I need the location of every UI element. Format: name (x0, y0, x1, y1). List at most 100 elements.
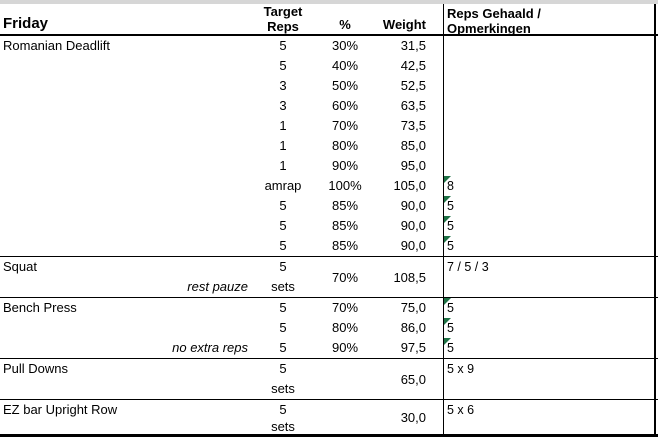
percent-header-cell[interactable]: % (316, 4, 374, 34)
target-reps-header-cell[interactable]: Target Reps (250, 4, 316, 34)
percent-cell[interactable]: 80% (331, 320, 359, 335)
weight-cell[interactable]: 63,5 (400, 98, 426, 113)
target-reps-cell[interactable]: 5 (279, 238, 287, 253)
set-row: 5 85% 90,0 5 (0, 216, 658, 236)
percent-cell[interactable]: 50% (331, 78, 359, 93)
day-header-cell[interactable]: Friday (0, 4, 250, 34)
percent-cell[interactable]: 85% (331, 198, 359, 213)
weight-cell[interactable]: 86,0 (400, 320, 426, 335)
percent-cell[interactable]: 100% (328, 178, 362, 193)
exercise-name-cell[interactable] (0, 196, 250, 216)
target-reps-cell[interactable]: 1 (279, 158, 287, 173)
result-cell[interactable] (443, 96, 658, 116)
set-row: Pull Downs 5 sets 65,0 5 x 9 (0, 359, 658, 399)
weight-cell[interactable]: 90,0 (400, 238, 426, 253)
target-reps-cell[interactable]: 5 (279, 198, 287, 213)
exercise-name-cell[interactable]: Romanian Deadlift (3, 38, 110, 53)
target-reps-cell[interactable]: 3 (279, 98, 287, 113)
target-reps-cell[interactable]: 5 (279, 58, 287, 73)
weight-cell[interactable]: 85,0 (400, 138, 426, 153)
percent-cell[interactable]: 60% (331, 98, 359, 113)
percent-cell[interactable] (316, 359, 374, 399)
exercise-name-cell[interactable] (0, 136, 250, 156)
result-value: 5 (447, 301, 454, 315)
result-cell[interactable]: 5 (443, 196, 658, 216)
weight-cell[interactable]: 52,5 (400, 78, 426, 93)
weight-cell[interactable]: 90,0 (400, 218, 426, 233)
note-cell[interactable]: no extra reps (172, 340, 248, 355)
exercise-name-cell[interactable] (0, 96, 250, 116)
weight-cell[interactable]: 65,0 (400, 371, 426, 387)
weight-cell[interactable]: 90,0 (400, 198, 426, 213)
top-strip (0, 0, 658, 4)
weight-header-cell[interactable]: Weight (374, 4, 443, 34)
percent-cell[interactable] (316, 400, 374, 434)
result-header-line2: Opmerkingen (447, 21, 531, 36)
result-header-cell[interactable]: Reps Gehaald / Opmerkingen (443, 4, 658, 36)
target-reps-cell[interactable]: amrap (264, 178, 302, 193)
weight-cell[interactable]: 95,0 (400, 158, 426, 173)
target-reps-cell[interactable]: 5 sets (250, 359, 316, 399)
weight-cell[interactable]: 97,5 (400, 340, 426, 355)
note-cell[interactable]: rest pauze (187, 279, 248, 294)
weight-cell[interactable]: 73,5 (400, 118, 426, 133)
result-cell[interactable] (443, 156, 658, 176)
result-cell[interactable]: 5 (443, 216, 658, 236)
result-cell[interactable] (443, 136, 658, 156)
percent-cell[interactable]: 70% (331, 118, 359, 133)
target-reps-cell[interactable]: 1 (279, 118, 287, 133)
percent-cell[interactable]: 85% (331, 238, 359, 253)
percent-cell[interactable]: 30% (331, 38, 359, 53)
result-cell[interactable]: 5 (443, 338, 658, 358)
target-reps-cell[interactable]: 1 (279, 138, 287, 153)
target-reps-header-line1: Target (263, 4, 303, 19)
exercise-name-cell[interactable] (0, 76, 250, 96)
result-cell[interactable]: 8 (443, 176, 658, 196)
target-reps-cell[interactable]: 5 (279, 218, 287, 233)
result-cell[interactable] (443, 36, 658, 56)
exercise-name-cell[interactable] (0, 176, 250, 196)
percent-cell[interactable]: 80% (331, 138, 359, 153)
target-reps-cell[interactable]: 5 (279, 300, 287, 315)
result-cell[interactable] (443, 116, 658, 136)
target-reps-cell[interactable]: 5 sets (250, 400, 316, 434)
target-reps-cell[interactable]: 5 (279, 320, 287, 335)
result-cell[interactable]: 5 x 6 (447, 403, 475, 417)
exercise-name-cell[interactable]: EZ bar Upright Row (0, 400, 250, 434)
weight-cell[interactable]: 42,5 (400, 58, 426, 73)
exercise-name-cell[interactable]: Pull Downs (0, 359, 250, 399)
target-reps-cell[interactable]: 5 (279, 38, 287, 53)
set-row: Romanian Deadlift 5 30% 31,5 (0, 36, 658, 56)
exercise-name-cell[interactable]: Bench Press (3, 300, 77, 315)
weight-cell[interactable]: 105,0 (393, 178, 426, 193)
target-reps-cell[interactable]: 5 (279, 340, 287, 355)
result-cell[interactable]: 7 / 5 / 3 (447, 260, 489, 274)
weight-cell[interactable]: 30,0 (400, 409, 426, 425)
result-cell[interactable]: 5 (443, 236, 658, 256)
exercise-name-cell[interactable] (0, 216, 250, 236)
percent-cell[interactable]: 40% (331, 58, 359, 73)
percent-label: % (339, 17, 351, 32)
result-cell[interactable] (443, 56, 658, 76)
result-cell[interactable] (443, 76, 658, 96)
set-row: 1 90% 95,0 (0, 156, 658, 176)
target-reps-cell[interactable]: 5 sets (250, 257, 316, 297)
exercise-name-cell[interactable] (0, 56, 250, 76)
percent-cell[interactable]: 70% (331, 300, 359, 315)
exercise-name-cell[interactable] (0, 318, 250, 338)
result-cell[interactable]: 5 (443, 298, 658, 318)
target-reps-cell[interactable]: 3 (279, 78, 287, 93)
result-cell[interactable]: 5 (443, 318, 658, 338)
percent-cell[interactable]: 90% (331, 158, 359, 173)
percent-cell[interactable]: 90% (331, 340, 359, 355)
result-cell[interactable]: 5 x 9 (447, 362, 475, 376)
percent-cell[interactable]: 85% (331, 218, 359, 233)
percent-cell[interactable]: 70% (331, 269, 359, 285)
weight-cell[interactable]: 31,5 (400, 38, 426, 53)
exercise-name-cell[interactable] (0, 116, 250, 136)
weight-cell[interactable]: 108,5 (393, 269, 426, 285)
exercise-name-cell[interactable] (0, 156, 250, 176)
exercise-name-cell[interactable] (0, 236, 250, 256)
weight-cell[interactable]: 75,0 (400, 300, 426, 315)
exercise-name-cell[interactable]: Squat rest pauze (0, 257, 250, 297)
